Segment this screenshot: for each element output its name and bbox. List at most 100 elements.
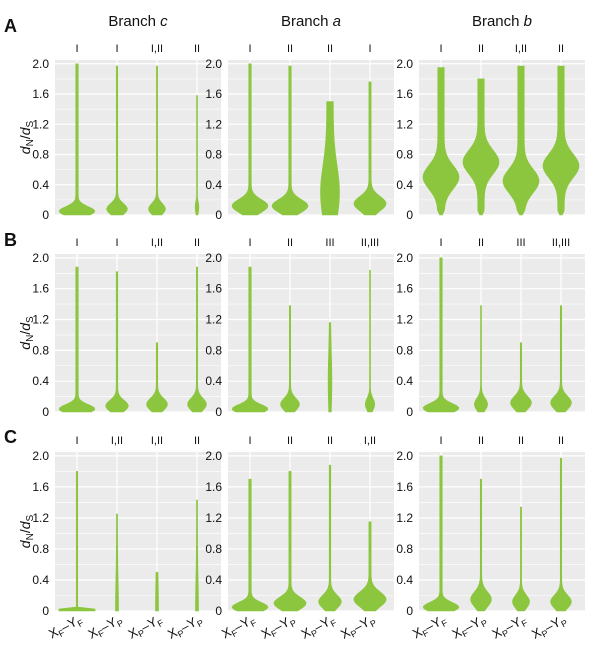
panel-b1: 00.40.81.21.62.0I I I,II II: [32, 237, 221, 419]
significance-label: III: [516, 237, 525, 249]
violin-xf-yf: [59, 266, 95, 413]
panel-b1-background: [55, 254, 221, 412]
y-tick-label: 0.8: [205, 343, 222, 357]
y-tick-label: 1.6: [205, 480, 222, 494]
significance-label: I: [439, 237, 442, 249]
significance-label: II,III: [361, 237, 379, 249]
y-tick-label: 2.0: [205, 449, 222, 463]
violin-xp-yp: [194, 95, 200, 216]
panel-c2-background: [228, 452, 394, 611]
violin-xp-yp: [364, 269, 376, 413]
y-tick-label: 0.8: [205, 542, 222, 556]
panel-c3: 00.40.81.21.62.0I II II II: [396, 435, 585, 618]
panel-c3-background: [419, 452, 585, 611]
violin-xf-yp: [271, 65, 309, 216]
significance-label: I: [439, 435, 442, 447]
y-tick-label: 1.2: [396, 117, 413, 131]
x-tick-label: XP–YF: [125, 611, 165, 643]
significance-label: I: [115, 237, 118, 249]
y-tick-label: 1.2: [396, 313, 413, 327]
violin-xf-yf: [231, 63, 269, 216]
y-tick-label: 0.8: [32, 343, 49, 357]
column-title-b: Branch b: [472, 13, 532, 30]
y-tick-label: 1.6: [205, 87, 222, 101]
panel-a1-background: [55, 60, 221, 215]
y-tick-label: 0: [215, 604, 222, 618]
x-tick-label: XF–YP: [258, 614, 298, 642]
significance-label: I: [248, 237, 251, 249]
violin-xf-yp: [106, 65, 128, 216]
panel-b3: 00.40.81.21.62.0I II III II,III: [396, 237, 585, 419]
significance-label: II: [194, 237, 200, 249]
y-tick-label: 2.0: [205, 57, 222, 71]
violin-xp-yf: [146, 342, 168, 413]
panel-letter-c: C: [4, 427, 17, 447]
y-tick-label: 2.0: [396, 57, 413, 71]
significance-label: II: [558, 435, 564, 447]
violin-xp-yp: [353, 81, 387, 216]
violin-xp-yf: [502, 65, 540, 216]
y-tick-label: 0.8: [32, 542, 49, 556]
significance-label: I: [368, 43, 371, 55]
violin-xp-yp: [550, 305, 572, 413]
violin-xf-yp: [115, 513, 119, 612]
x-tick-label: XP–YF: [298, 614, 338, 642]
y-tick-label: 1.2: [32, 511, 49, 525]
significance-label: II: [558, 43, 564, 55]
y-tick-label: 0.4: [396, 178, 413, 192]
y-tick-label: 2.0: [205, 251, 222, 265]
violin-xp-yf: [512, 506, 530, 612]
x-tick-label: XP–YF: [489, 614, 529, 642]
column-title-c: Branch c: [108, 13, 168, 30]
panel-letter-b: B: [4, 230, 17, 250]
y-tick-label: 1.6: [205, 282, 222, 296]
y-tick-label: 0: [406, 208, 413, 222]
violin-xf-yp: [273, 471, 307, 612]
y-tick-label: 2.0: [396, 251, 413, 265]
y-tick-label: 1.2: [396, 511, 413, 525]
x-tick-label: XF–YF: [219, 611, 259, 643]
y-tick-label: 0: [215, 208, 222, 222]
significance-label: I: [115, 43, 118, 55]
violin-xf-yp: [280, 305, 300, 413]
svg-text:XF–YF: XF–YF: [219, 611, 259, 643]
panel-c2: 00.40.81.21.62.0I II II I,II: [205, 435, 394, 618]
y-tick-label: 0.8: [396, 343, 413, 357]
x-tick-label: XF–YP: [85, 611, 125, 643]
y-tick-label: 1.6: [32, 480, 49, 494]
svg-text:XF–YF: XF–YF: [46, 611, 86, 643]
x-tick-label: XP–YP: [338, 614, 378, 642]
y-tick-label: 0.8: [205, 148, 222, 162]
y-axis-label-b: dN/dS: [17, 316, 36, 350]
x-tick-label: XP–YP: [529, 614, 569, 642]
y-axis-label-a: dN/dS: [17, 120, 36, 154]
violin-xp-yp: [187, 266, 207, 413]
column-title-a: Branch a: [281, 13, 341, 30]
y-tick-label: 1.6: [32, 87, 49, 101]
significance-label: I: [75, 43, 78, 55]
y-tick-label: 1.6: [396, 87, 413, 101]
y-tick-label: 1.6: [32, 282, 49, 296]
violin-xf-yf: [232, 266, 268, 413]
svg-text:dN/dS: dN/dS: [17, 316, 36, 350]
panel-a2-background: [228, 60, 394, 215]
svg-text:XF–YF: XF–YF: [410, 611, 450, 643]
significance-label: I,II: [111, 435, 123, 447]
y-tick-label: 2.0: [32, 251, 49, 265]
violin-xp-yf: [327, 322, 333, 413]
panel-b3-background: [419, 254, 585, 412]
svg-text:XP–YF: XP–YF: [125, 611, 165, 643]
y-axis-label-c: dN/dS: [17, 514, 36, 548]
significance-label: I,II: [151, 237, 163, 249]
svg-text:dN/dS: dN/dS: [17, 514, 36, 548]
y-tick-label: 1.2: [205, 511, 222, 525]
violin-xf-yf: [231, 478, 269, 612]
significance-label: I: [439, 43, 442, 55]
y-tick-label: 1.6: [396, 480, 413, 494]
y-tick-label: 0.4: [396, 374, 413, 388]
significance-label: I: [248, 43, 251, 55]
y-tick-label: 0: [42, 405, 49, 419]
violin-xf-yf: [58, 63, 96, 216]
y-tick-label: 0.4: [32, 178, 49, 192]
svg-text:XF–YP: XF–YP: [85, 611, 125, 643]
